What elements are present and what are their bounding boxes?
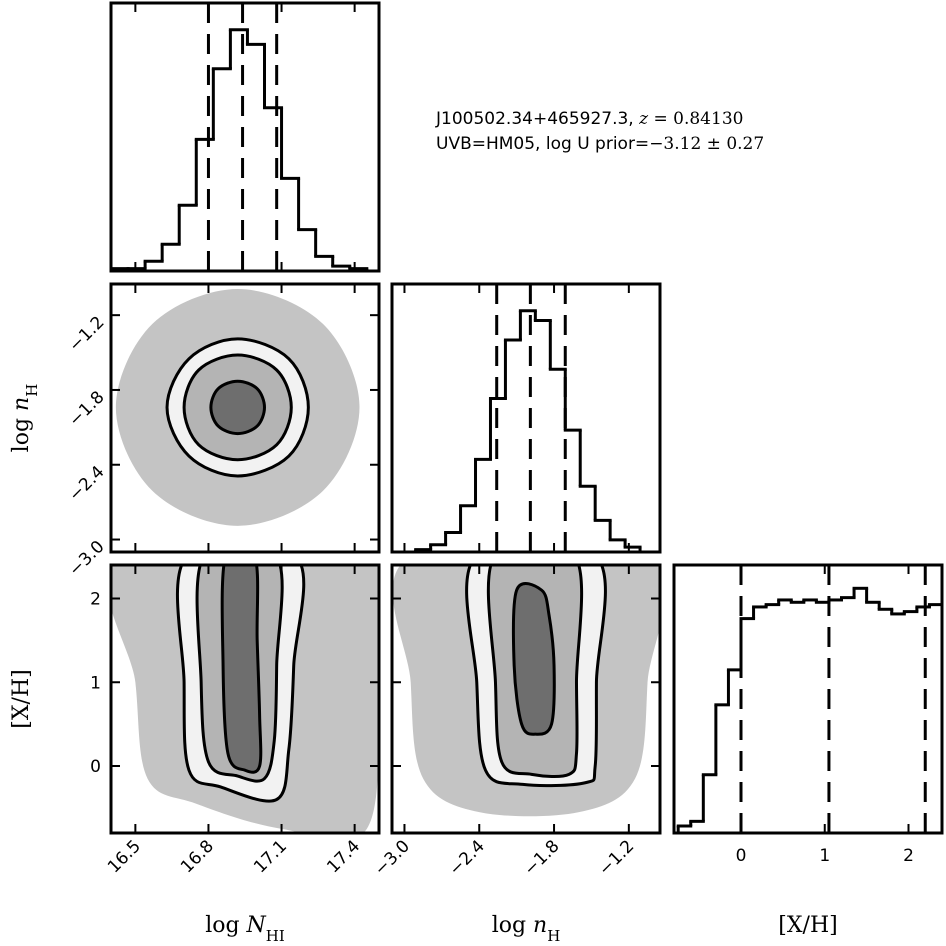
axis-label-part: n — [9, 397, 34, 411]
x-axis-label: log NHI — [205, 913, 285, 945]
y-tick-label: 0 — [90, 757, 101, 777]
y-tick-label: 2 — [90, 590, 101, 610]
x-tick-label: 17.1 — [250, 836, 291, 877]
y-tick-label: −1.8 — [65, 387, 108, 430]
annotation-part: UVB=HM05, log U prior= — [436, 134, 649, 154]
annotation: UVB=HM05, log U prior=−3.12 ± 0.27 — [436, 134, 764, 154]
axis-label-part: HI — [266, 927, 285, 945]
axis-label-part: [X/H] — [9, 669, 34, 728]
axis-label-part: H — [23, 384, 41, 397]
annotation-part: −3.12 ± 0.27 — [649, 134, 764, 154]
x-tick-label: 16.5 — [104, 836, 145, 877]
x-tick-label: −1.2 — [595, 836, 638, 879]
contour-level — [209, 379, 266, 436]
x-tick-label: 1 — [819, 846, 830, 866]
y-tick-label: −2.4 — [65, 462, 108, 505]
histogram — [676, 565, 942, 833]
y-tick-label: −1.2 — [65, 313, 108, 356]
panel-frame — [109, 1, 381, 273]
panel-frame — [390, 282, 662, 554]
axis-label-part: log — [205, 913, 246, 938]
axis-label-part: N — [246, 913, 267, 938]
contour-level — [220, 565, 263, 774]
annotation: J100502.34+465927.3, z = 0.84130 — [435, 109, 743, 129]
contour-panel — [392, 565, 660, 817]
y-tick-label: −3.0 — [65, 537, 108, 580]
panel-frame — [672, 563, 944, 835]
x-tick-label: −2.4 — [445, 836, 488, 879]
x-tick-label: 2 — [903, 846, 914, 866]
x-tick-label: 17.4 — [323, 836, 364, 877]
x-tick-label: −3.0 — [371, 836, 414, 879]
axis-label-part: log — [492, 913, 533, 938]
y-axis-label: log nH — [9, 384, 41, 453]
y-tick-label: 1 — [90, 673, 101, 693]
annotation-part: J100502.34+465927.3, — [435, 109, 639, 129]
x-axis-label: [X/H] — [778, 913, 837, 938]
annotation-part: z — [638, 109, 649, 129]
x-axis-label: log nH — [492, 913, 561, 945]
y-axis-label: [X/H] — [9, 669, 34, 728]
x-tick-label: −1.8 — [520, 836, 563, 879]
histogram — [111, 3, 369, 271]
panel-frame — [109, 563, 381, 835]
histogram — [392, 284, 657, 552]
axis-label-part: H — [547, 927, 560, 945]
x-tick-label: 16.8 — [177, 836, 218, 877]
panel-frame — [390, 563, 662, 835]
contour-panel — [111, 565, 379, 833]
annotation-part: = 0.84130 — [648, 109, 743, 129]
x-tick-label: 0 — [736, 846, 747, 866]
contour-panel — [115, 288, 360, 526]
contour-level — [511, 582, 556, 736]
axis-label-part: log — [9, 411, 34, 452]
axis-label-part: [X/H] — [778, 913, 837, 938]
axis-label-part: n — [533, 913, 547, 938]
panel-frame — [109, 282, 381, 554]
